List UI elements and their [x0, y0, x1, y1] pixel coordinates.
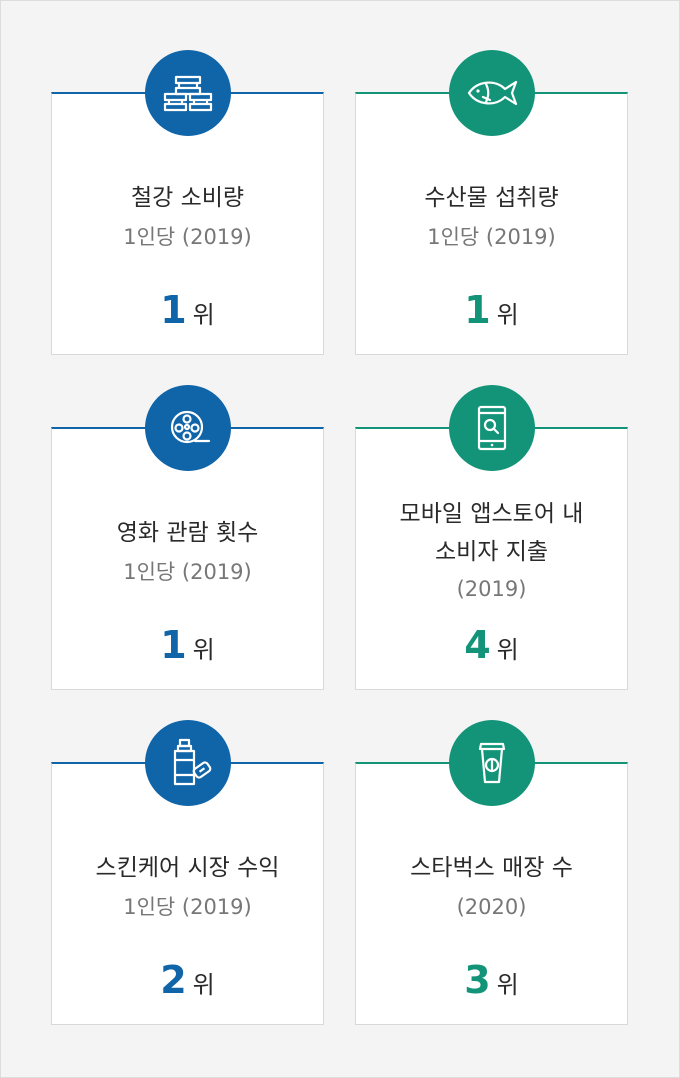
card-subtitle: 1인당 (2019) — [427, 225, 556, 249]
card-title: 철강 소비량 — [130, 185, 245, 211]
card-subtitle: 1인당 (2019) — [123, 225, 252, 249]
icon-badge — [144, 385, 231, 471]
rank-unit: 위 — [496, 971, 519, 999]
icon-badge — [448, 385, 535, 471]
card-subtitle: 1인당 (2019) — [123, 560, 252, 584]
icon-badge — [144, 720, 231, 806]
rank-unit: 위 — [192, 971, 215, 999]
rank-number: 1 — [160, 288, 187, 332]
rank-number: 3 — [464, 958, 491, 1002]
fish-icon — [467, 80, 517, 106]
rank-number: 2 — [160, 958, 187, 1002]
card-title-line1: 모바일 앱스토어 내 — [399, 501, 584, 527]
icon-badge — [144, 50, 231, 136]
card-title-line2: 소비자 지출 — [434, 539, 549, 565]
steel-beam-icon — [163, 75, 212, 112]
rank-unit: 위 — [496, 636, 519, 664]
rank-number: 1 — [464, 288, 491, 332]
card-subtitle: (2019) — [456, 577, 527, 601]
rank-unit: 위 — [496, 301, 519, 329]
icon-badge — [448, 720, 535, 806]
rank-unit: 위 — [192, 301, 215, 329]
rank-unit: 위 — [192, 636, 215, 664]
film-reel-icon — [170, 410, 210, 444]
card-title: 스타벅스 매장 수 — [410, 855, 573, 881]
skincare-bottle-icon — [173, 738, 211, 786]
rank-number: 4 — [464, 623, 491, 667]
card-subtitle: (2020) — [456, 895, 527, 919]
card-subtitle: 1인당 (2019) — [123, 895, 252, 919]
rank-number: 1 — [160, 623, 187, 667]
mobile-search-icon — [477, 405, 506, 451]
card-title: 수산물 섭취량 — [424, 185, 559, 211]
coffee-cup-icon — [478, 742, 505, 784]
icon-badge — [448, 50, 535, 136]
card-title: 영화 관람 횟수 — [116, 520, 259, 546]
card-title: 스킨케어 시장 수익 — [95, 855, 280, 881]
